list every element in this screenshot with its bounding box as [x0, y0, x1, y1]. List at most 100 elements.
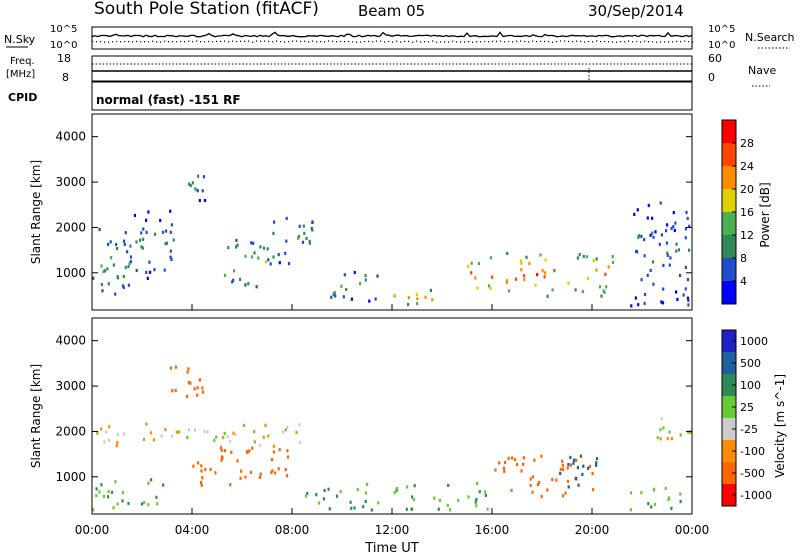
scatter-cell: [221, 456, 224, 460]
nsearch-dot: [344, 41, 346, 43]
scatter-cell: [684, 227, 688, 231]
scatter-cell: [127, 264, 130, 269]
scatter-cell: [566, 479, 569, 483]
nsearch-dot: [444, 41, 446, 43]
scatter-cell: [494, 468, 497, 472]
scatter-cell: [654, 230, 657, 234]
scatter-cell: [142, 227, 145, 231]
scatter-cell: [504, 460, 507, 465]
nsearch-dot: [332, 40, 334, 42]
scatter-cell: [189, 183, 192, 188]
scatter-cell: [227, 246, 230, 250]
scatter-cell: [106, 267, 109, 271]
nsearch-dot: [520, 40, 522, 42]
scatter-cell: [92, 276, 95, 280]
scatter-cell: [213, 438, 216, 442]
scatter-cell: [110, 490, 114, 494]
nsearch-dot: [532, 40, 534, 42]
y-tick-label: 2000: [55, 220, 86, 234]
scatter-cell: [537, 480, 540, 485]
scatter-cell: [587, 466, 590, 470]
scatter-cell: [595, 461, 598, 465]
scatter-cell: [340, 284, 343, 288]
y-tick-label: 1000: [55, 266, 86, 280]
scatter-cell: [541, 269, 544, 273]
scatter-cell: [406, 485, 409, 489]
scatter-cell: [200, 483, 203, 487]
scatter-cell: [498, 461, 501, 465]
colorbar-tick-label: -25: [740, 423, 758, 436]
nsearch-dot: [628, 40, 630, 42]
scatter-cell: [152, 438, 155, 442]
nsearch-dot: [216, 40, 218, 42]
nsearch-dot: [352, 41, 354, 43]
scatter-cell: [100, 483, 103, 487]
scatter-cell: [200, 480, 203, 485]
scatter-cell: [475, 504, 478, 508]
scatter-cell: [368, 299, 371, 303]
scatter-cell: [359, 282, 362, 286]
scatter-cell: [107, 438, 111, 442]
y-tick-label: 3000: [55, 379, 86, 393]
scatter-cell: [229, 439, 232, 443]
scatter-cell: [277, 253, 280, 257]
scatter-cell: [573, 458, 576, 462]
scatter-cell: [449, 508, 452, 512]
scatter-cell: [370, 508, 373, 512]
scatter-cell: [675, 290, 678, 294]
nsearch-dot: [172, 41, 174, 43]
colorbar-segment: [722, 484, 736, 507]
nsearch-dot: [120, 41, 122, 43]
colorbar-frame: [721, 329, 737, 507]
velocity-scatter: [92, 365, 693, 512]
nsearch-dot: [672, 41, 674, 43]
scatter-cell: [170, 257, 173, 261]
scatter-cell: [640, 278, 643, 282]
scatter-cell: [198, 199, 201, 203]
scatter-cell: [189, 381, 192, 385]
scatter-cell: [334, 294, 337, 298]
scatter-cell: [171, 389, 174, 393]
nsearch-dot: [596, 40, 598, 42]
scatter-cell: [277, 467, 280, 471]
scatter-cell: [127, 283, 130, 287]
scatter-cell: [197, 461, 200, 465]
nsearch-dot: [384, 41, 386, 43]
scatter-cell: [159, 218, 162, 222]
y-tick-label: 3000: [55, 175, 86, 189]
scatter-cell: [595, 463, 598, 467]
scatter-cell: [123, 432, 126, 436]
scatter-cell: [318, 501, 321, 505]
scatter-cell: [679, 492, 682, 496]
scatter-cell: [350, 297, 353, 301]
scatter-cell: [219, 446, 222, 450]
scatter-cell: [339, 489, 342, 494]
scatter-cell: [165, 229, 168, 233]
scatter-cell: [438, 498, 441, 503]
colorbar-tick-label: 4: [740, 275, 747, 288]
scatter-cell: [233, 269, 236, 273]
scatter-cell: [204, 468, 207, 472]
scatter-cell: [98, 227, 101, 232]
velocity-ylabel: Slant Range [km]: [29, 364, 43, 468]
scatter-cell: [203, 429, 206, 433]
scatter-cell: [286, 449, 289, 453]
scatter-cell: [311, 228, 314, 232]
scatter-cell: [282, 430, 285, 434]
scatter-cell: [239, 277, 242, 281]
colorbar-segment: [722, 330, 736, 353]
nsky-tick-bottom: 10^0: [50, 40, 77, 51]
scatter-cell: [145, 270, 148, 274]
scatter-cell: [286, 425, 289, 430]
scatter-cell: [522, 462, 525, 466]
nsearch-dot: [576, 40, 578, 42]
nsearch-dot: [564, 40, 566, 42]
scatter-cell: [684, 236, 687, 240]
scatter-cell: [169, 230, 172, 234]
scatter-cell: [682, 293, 685, 297]
x-tick-label: 12:00: [375, 523, 410, 537]
nsearch-dot: [248, 40, 250, 42]
scatter-cell: [467, 264, 470, 268]
scatter-cell: [611, 254, 614, 258]
scatter-cell: [677, 248, 680, 252]
